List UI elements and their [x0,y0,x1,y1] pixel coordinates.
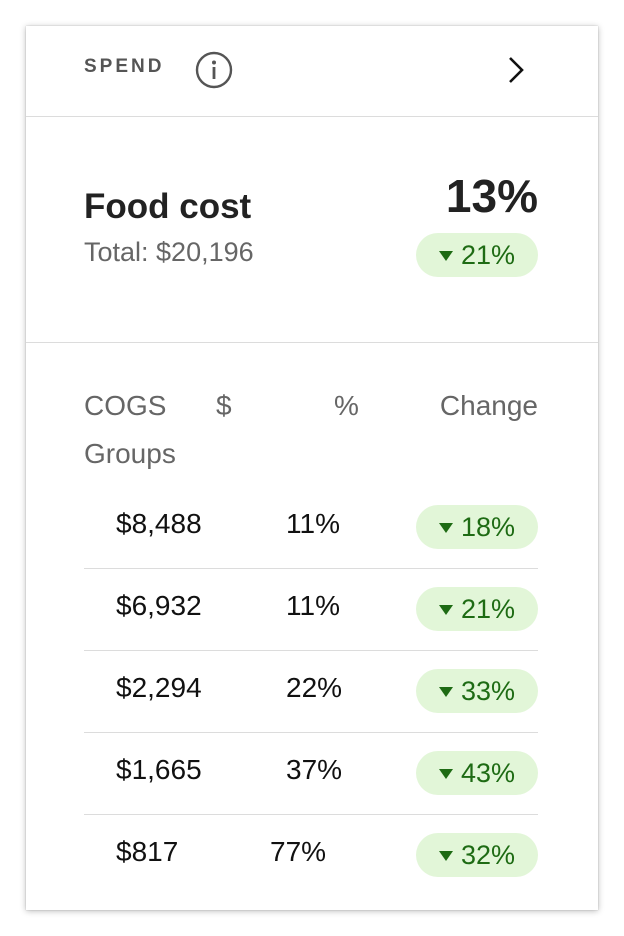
chevron-right-icon[interactable] [504,54,528,86]
table-row: $1,665 37% 43% [84,732,538,815]
info-icon[interactable] [194,50,234,90]
column-header-cogs-groups: COGS Groups [84,390,176,469]
column-header-change: Change [439,390,538,421]
row-dollar: $6,932 [116,590,202,621]
row-percent: 22% [286,672,343,703]
change-value: 18% [460,511,516,542]
row-percent: 11% [286,590,340,621]
change-badge: 32% [416,833,538,877]
change-badge: 18% [416,505,538,549]
food-cost-summary: Food cost Total: $20,196 13% 21% [26,117,598,343]
section-title: SPEND [84,56,165,77]
spend-card: SPEND Food cost Total: $20,196 13% 21% C… [26,26,598,910]
summary-total: Total: $20,196 [84,237,254,267]
change-value: 33% [460,675,516,706]
summary-title: Food cost [84,187,252,226]
change-value: 21% [460,239,516,270]
change-badge: 43% [416,751,538,795]
change-value: 43% [460,757,516,788]
row-dollar: $817 [116,836,179,867]
card-header: SPEND [26,26,598,117]
summary-percent: 13% [445,170,538,222]
down-arrow-icon [438,687,453,697]
change-badge: 21% [416,587,538,631]
change-value: 32% [460,839,516,870]
down-arrow-icon [438,769,453,779]
row-dollar: $8,488 [116,508,202,539]
row-percent: 77% [270,836,327,867]
table-row: $2,294 22% 33% [84,650,538,733]
down-arrow-icon [438,605,453,615]
change-value: 21% [460,593,516,624]
row-percent: 11% [286,508,340,539]
row-dollar: $1,665 [116,754,202,785]
column-header-percent: % [334,390,359,421]
down-arrow-icon [438,851,453,861]
row-percent: 37% [286,754,343,785]
change-badge: 21% [416,233,538,277]
row-dollar: $2,294 [116,672,202,703]
table-row: $8,488 11% 18% [84,486,538,569]
table-row: $817 77% 32% [84,814,538,896]
table-row: $6,932 11% 21% [84,568,538,651]
column-header-dollar: $ [216,390,232,421]
down-arrow-icon [438,251,453,261]
change-badge: 33% [416,669,538,713]
down-arrow-icon [438,523,453,533]
